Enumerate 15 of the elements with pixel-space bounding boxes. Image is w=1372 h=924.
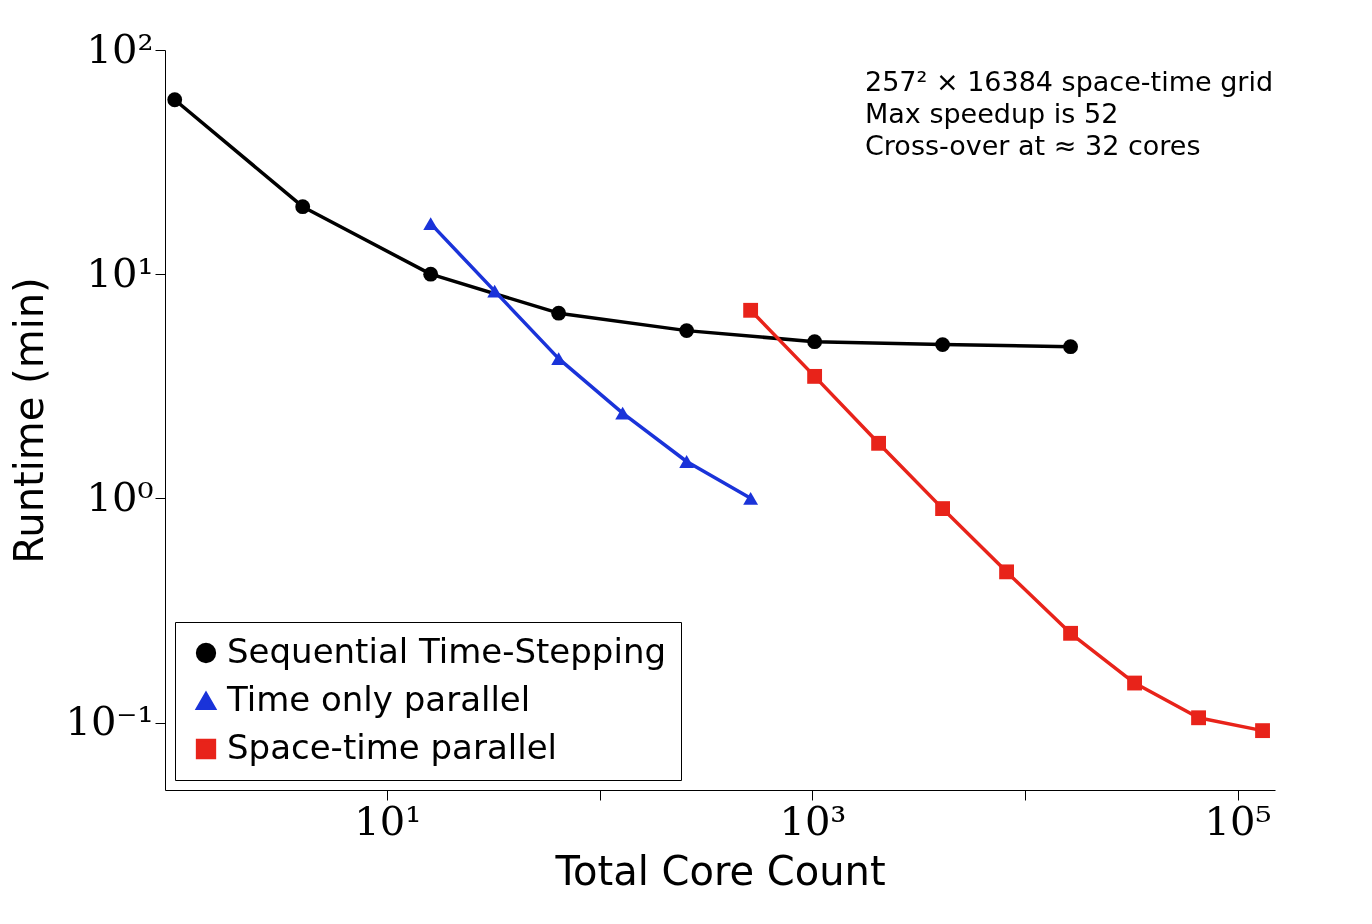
legend-label: Time only parallel bbox=[226, 679, 531, 719]
y-tick-label: 10⁰ bbox=[86, 473, 154, 520]
x-tick-label: 10¹ bbox=[354, 797, 422, 844]
legend-label: Space-time parallel bbox=[227, 727, 557, 767]
legend-label: Sequential Time-Stepping bbox=[227, 631, 667, 671]
annotation: Cross-over at ≈ 32 cores bbox=[865, 130, 1201, 161]
y-tick-label: 10⁻¹ bbox=[65, 698, 154, 745]
y-tick-label: 10¹ bbox=[86, 249, 154, 296]
y-axis-title: Runtime (min) bbox=[6, 277, 53, 564]
y-tick-label: 10² bbox=[86, 25, 154, 72]
x-axis-title: Total Core Count bbox=[554, 847, 886, 894]
x-tick-label: 10³ bbox=[779, 797, 847, 844]
x-tick-label: 10⁵ bbox=[1204, 797, 1272, 844]
annotation: Max speedup is 52 bbox=[865, 98, 1119, 129]
annotation: 257² × 16384 space-time grid bbox=[865, 66, 1274, 97]
